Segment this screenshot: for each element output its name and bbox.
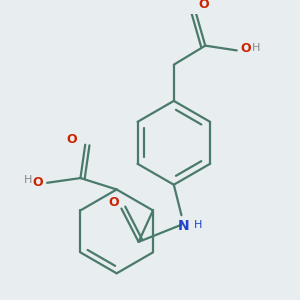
Text: O: O [109,196,119,209]
Text: O: O [198,0,209,11]
Text: O: O [67,134,77,146]
Text: O: O [241,42,251,55]
Text: H: H [194,220,202,230]
Text: N: N [178,219,189,233]
Text: H: H [23,175,32,185]
Text: H: H [252,44,260,53]
Text: O: O [33,176,43,189]
